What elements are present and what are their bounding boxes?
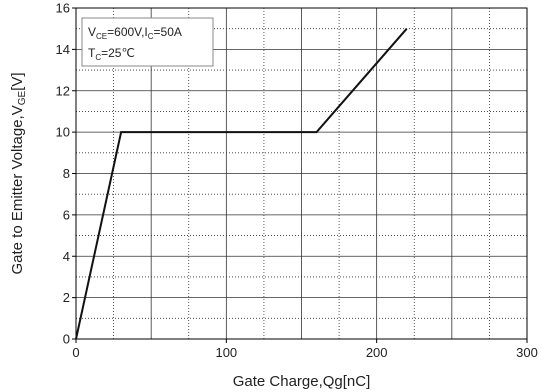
y-tick-label: 12	[56, 83, 70, 98]
x-tick-label: 100	[215, 345, 237, 360]
x-tick-label: 0	[72, 345, 79, 360]
y-axis-title: Gate to Emitter Voltage,VGE[V]	[9, 72, 28, 274]
y-tick-label: 4	[63, 249, 70, 264]
x-tick-label: 200	[366, 345, 388, 360]
y-axis-ticks: 0 2 4 6 8 10 12 14 16	[56, 1, 76, 347]
annotation-line-1: VCE=600V,IC=50A	[88, 25, 182, 41]
x-tick-label: 300	[516, 345, 538, 360]
y-tick-label: 2	[63, 290, 70, 305]
series-layer	[75, 28, 408, 340]
y-tick-label: 6	[63, 207, 70, 222]
y-tick-label: 10	[56, 125, 70, 140]
y-tick-label: 16	[56, 1, 70, 16]
y-tick-label: 0	[63, 332, 70, 347]
test-condition-annotation: VCE=600V,IC=50A TC=25℃	[81, 17, 214, 67]
x-axis-ticks: 0 100 200 300	[72, 339, 538, 360]
x-axis-title: Gate Charge,Qg[nC]	[233, 373, 371, 390]
y-tick-label: 14	[56, 42, 70, 57]
series-line	[75, 28, 408, 340]
y-tick-label: 8	[63, 166, 70, 181]
annotation-line-2: TC=25℃	[88, 46, 135, 62]
